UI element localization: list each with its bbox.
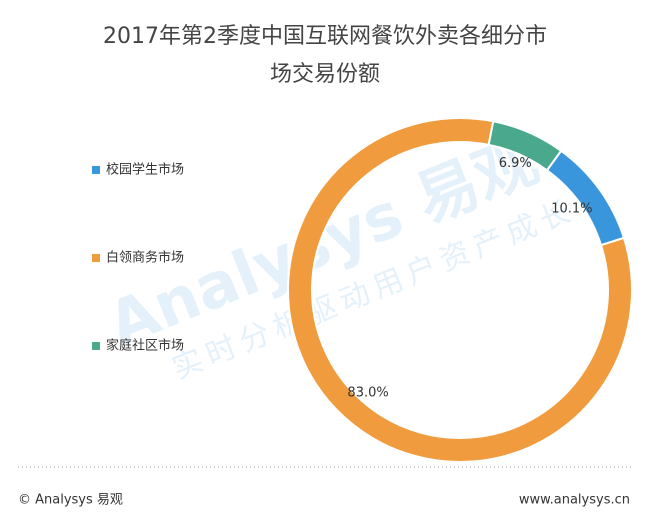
data-label: 83.0% [347,385,388,400]
donut-segment [287,117,633,463]
donut-segment [487,120,563,172]
legend-swatch [92,254,100,262]
data-label: 6.9% [499,156,532,171]
legend-label: 校园学生市场 [106,162,184,178]
chart-title: 2017年第2季度中国互联网餐饮外卖各细分市场交易份额 [103,24,547,87]
footer-left: © Analysys 易观 [18,493,123,508]
legend-swatch [92,166,100,174]
data-label: 10.1% [551,202,592,217]
title-box: 2017年第2季度中国互联网餐饮外卖各细分市场交易份额 [103,24,547,87]
legend-label: 家庭社区市场 [106,338,184,354]
legend-swatch [92,342,100,350]
legend-label: 白领商务市场 [106,250,184,266]
footer-right: www.analysys.cn [519,493,630,508]
